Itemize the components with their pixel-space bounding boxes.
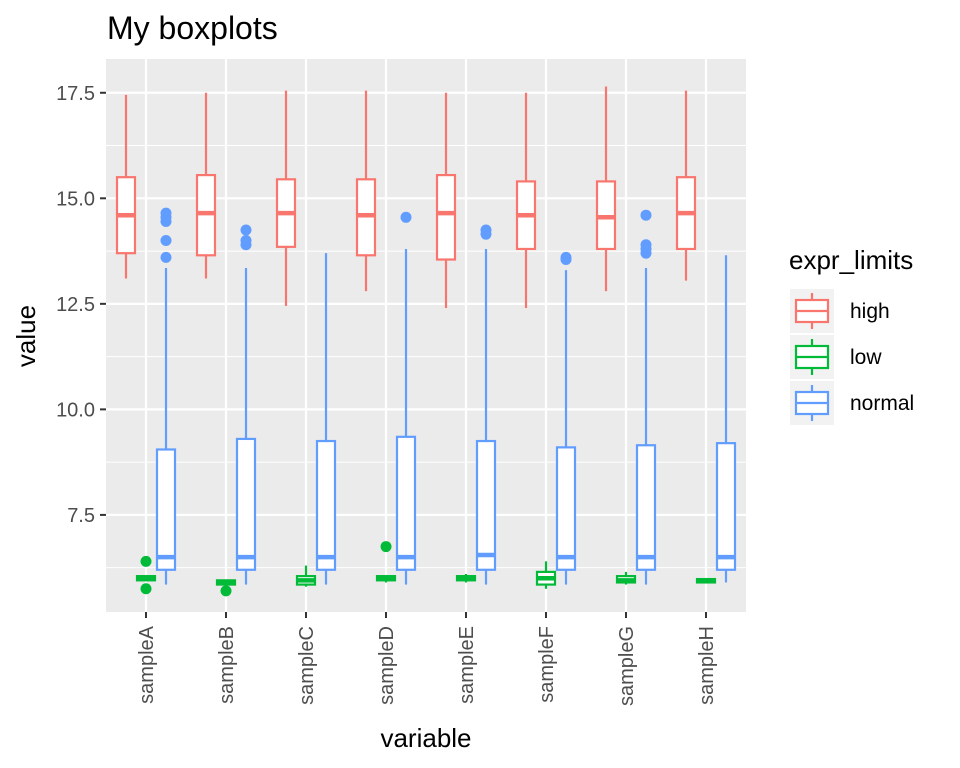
box-body bbox=[435, 173, 457, 261]
outlier-point bbox=[560, 251, 572, 263]
box-low-sampleA bbox=[135, 555, 157, 595]
outlier-point bbox=[480, 224, 492, 236]
box-low-sampleF bbox=[535, 561, 557, 589]
outlier-point bbox=[140, 583, 152, 595]
outlier-point bbox=[640, 209, 652, 221]
x-tick-label: sampleG bbox=[616, 626, 638, 706]
legend-label: low bbox=[850, 346, 882, 369]
outlier-point bbox=[240, 235, 252, 247]
y-tick-label: 12.5 bbox=[56, 294, 95, 316]
outlier-point bbox=[380, 541, 392, 553]
outlier-point bbox=[240, 224, 252, 236]
boxes-layer bbox=[115, 86, 737, 597]
outlier-point bbox=[220, 585, 232, 597]
legend-label: high bbox=[850, 300, 890, 323]
box-low-sampleC bbox=[295, 565, 317, 587]
x-tick-label: sampleF bbox=[536, 626, 558, 703]
box-normal-sampleD bbox=[395, 211, 417, 585]
box-body bbox=[235, 437, 257, 571]
box-body bbox=[635, 444, 657, 571]
x-axis-title: variable bbox=[380, 723, 471, 753]
box-normal-sampleC bbox=[315, 253, 337, 585]
y-tick-label: 10.0 bbox=[56, 399, 95, 421]
box-normal-sampleE bbox=[475, 224, 497, 585]
box-body bbox=[555, 446, 577, 571]
box-normal-sampleG bbox=[635, 209, 657, 585]
box-low-sampleE bbox=[455, 574, 477, 583]
legend-item-normal: normal bbox=[790, 381, 914, 425]
x-axis: sampleA sampleB sampleC sampleD sampleE sampl… bbox=[136, 612, 718, 706]
x-tick-label: sampleB bbox=[216, 626, 238, 704]
box-normal-sampleA bbox=[155, 207, 177, 585]
box-normal-sampleB bbox=[235, 224, 257, 585]
y-axis: 7.5 10.0 12.5 15.0 17.5 bbox=[56, 83, 106, 527]
outlier-point bbox=[140, 555, 152, 567]
box-high-sampleF bbox=[515, 92, 537, 309]
box-low-sampleG bbox=[615, 571, 637, 585]
y-tick-label: 17.5 bbox=[56, 83, 95, 105]
box-normal-sampleH bbox=[715, 255, 737, 583]
box-body bbox=[315, 439, 337, 571]
box-high-sampleH bbox=[675, 90, 697, 281]
x-tick-label: sampleD bbox=[376, 626, 398, 705]
box-low-sampleB bbox=[215, 579, 237, 597]
y-tick-label: 7.5 bbox=[67, 505, 95, 527]
legend-label: normal bbox=[850, 392, 914, 415]
outlier-point bbox=[160, 235, 172, 247]
y-axis-title: value bbox=[11, 305, 41, 367]
box-normal-sampleF bbox=[555, 251, 577, 585]
box-body bbox=[715, 442, 737, 571]
legend-title: expr_limits bbox=[789, 245, 913, 275]
x-tick-label: sampleC bbox=[296, 626, 318, 705]
outlier-point bbox=[400, 211, 412, 223]
box-body bbox=[155, 448, 177, 571]
box-high-sampleD bbox=[355, 90, 377, 292]
chart-title: My boxplots bbox=[107, 10, 278, 46]
legend-item-low: low bbox=[790, 335, 882, 379]
legend: expr_limits high low normal bbox=[789, 245, 914, 425]
legend-item-high: high bbox=[790, 289, 890, 333]
x-tick-label: sampleH bbox=[696, 626, 718, 705]
x-tick-label: sampleA bbox=[136, 625, 158, 703]
box-low-sampleD bbox=[375, 541, 397, 583]
box-high-sampleC bbox=[275, 90, 297, 306]
outlier-point bbox=[160, 207, 172, 219]
y-tick-label: 15.0 bbox=[56, 188, 95, 210]
box-high-sampleE bbox=[435, 92, 457, 309]
outlier-point bbox=[160, 251, 172, 263]
outlier-point bbox=[640, 239, 652, 251]
box-body bbox=[475, 439, 497, 571]
box-body bbox=[395, 435, 417, 571]
box-low-sampleH bbox=[695, 577, 717, 584]
x-tick-label: sampleE bbox=[456, 626, 478, 704]
box-high-sampleG bbox=[595, 86, 617, 292]
box-high-sampleB bbox=[195, 92, 217, 279]
box-high-sampleA bbox=[115, 94, 137, 279]
